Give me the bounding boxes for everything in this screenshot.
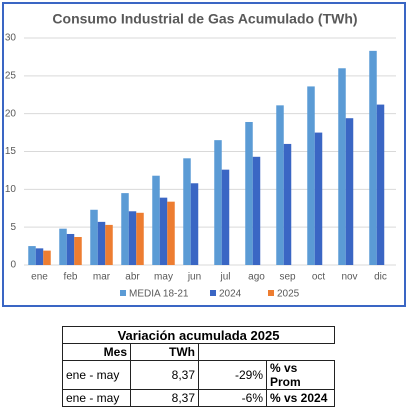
x-tick-label: jul xyxy=(219,272,230,283)
column-header: Mes xyxy=(62,343,131,361)
column-header: TWh xyxy=(130,343,199,361)
cell: -6% xyxy=(198,389,267,407)
y-tick-label: 0 xyxy=(10,260,16,271)
bar xyxy=(314,132,323,265)
x-tick-label: may xyxy=(154,272,173,283)
bar xyxy=(214,140,222,265)
cell: % vs Prom xyxy=(266,360,335,390)
bar xyxy=(35,248,44,265)
cell: 8,37 xyxy=(130,389,199,407)
x-tick-label: oct xyxy=(312,272,326,283)
bar xyxy=(59,228,67,265)
bar xyxy=(90,209,98,265)
x-tick-label: jun xyxy=(187,272,201,283)
bar xyxy=(345,118,354,265)
bar xyxy=(128,211,137,265)
y-tick-label: 5 xyxy=(10,222,16,233)
bar xyxy=(152,175,160,265)
chart: Consumo Industrial de Gas Acumulado (TWh… xyxy=(2,2,406,307)
chart-title: Consumo Industrial de Gas Acumulado (TWh… xyxy=(52,11,357,27)
bar xyxy=(338,68,346,266)
legend-swatch xyxy=(268,290,274,296)
legend-label: 2024 xyxy=(219,289,242,300)
legend-label: 2025 xyxy=(277,289,300,300)
bar xyxy=(121,193,129,265)
y-tick-label: 10 xyxy=(5,184,17,195)
empty-cell xyxy=(267,344,335,361)
legend-label: MEDIA 18-21 xyxy=(129,289,189,300)
cell: ene - may xyxy=(62,360,131,390)
cell: -29% xyxy=(198,360,267,390)
bar xyxy=(283,143,292,265)
bar xyxy=(159,197,168,265)
empty-cell xyxy=(199,344,267,361)
bar xyxy=(190,183,199,265)
y-tick-label: 20 xyxy=(5,108,17,119)
table-title: Variación acumulada 2025 xyxy=(62,326,335,344)
y-tick-label: 15 xyxy=(5,146,17,157)
x-tick-label: feb xyxy=(64,272,78,283)
legend-swatch xyxy=(210,290,216,296)
bar xyxy=(74,237,82,265)
y-tick-label: 30 xyxy=(5,33,17,44)
bar xyxy=(369,50,377,265)
legend-swatch xyxy=(120,290,126,296)
bar xyxy=(245,121,253,266)
x-tick-label: abr xyxy=(125,272,140,283)
bar xyxy=(28,246,36,265)
summary-table: Variación acumulada 2025 Mes TWh ene - ma… xyxy=(62,326,335,407)
x-tick-label: ago xyxy=(248,272,265,283)
bar xyxy=(183,158,191,265)
bar xyxy=(136,212,144,265)
bar xyxy=(252,156,261,265)
cell: % vs 2024 xyxy=(266,389,335,407)
bar xyxy=(105,224,113,265)
x-tick-label: nov xyxy=(341,272,357,283)
bar xyxy=(376,104,385,265)
x-tick-label: sep xyxy=(279,272,296,283)
bar xyxy=(43,250,51,265)
bar xyxy=(307,86,315,265)
bar xyxy=(97,221,106,265)
cell: ene - may xyxy=(62,389,131,407)
x-tick-label: mar xyxy=(93,272,111,283)
bar xyxy=(167,201,175,265)
x-tick-label: dic xyxy=(374,272,387,283)
bar xyxy=(221,169,230,265)
y-tick-label: 25 xyxy=(5,70,17,81)
bar xyxy=(276,105,284,266)
bar xyxy=(66,233,75,265)
cell: 8,37 xyxy=(130,360,199,390)
x-tick-label: ene xyxy=(31,272,48,283)
